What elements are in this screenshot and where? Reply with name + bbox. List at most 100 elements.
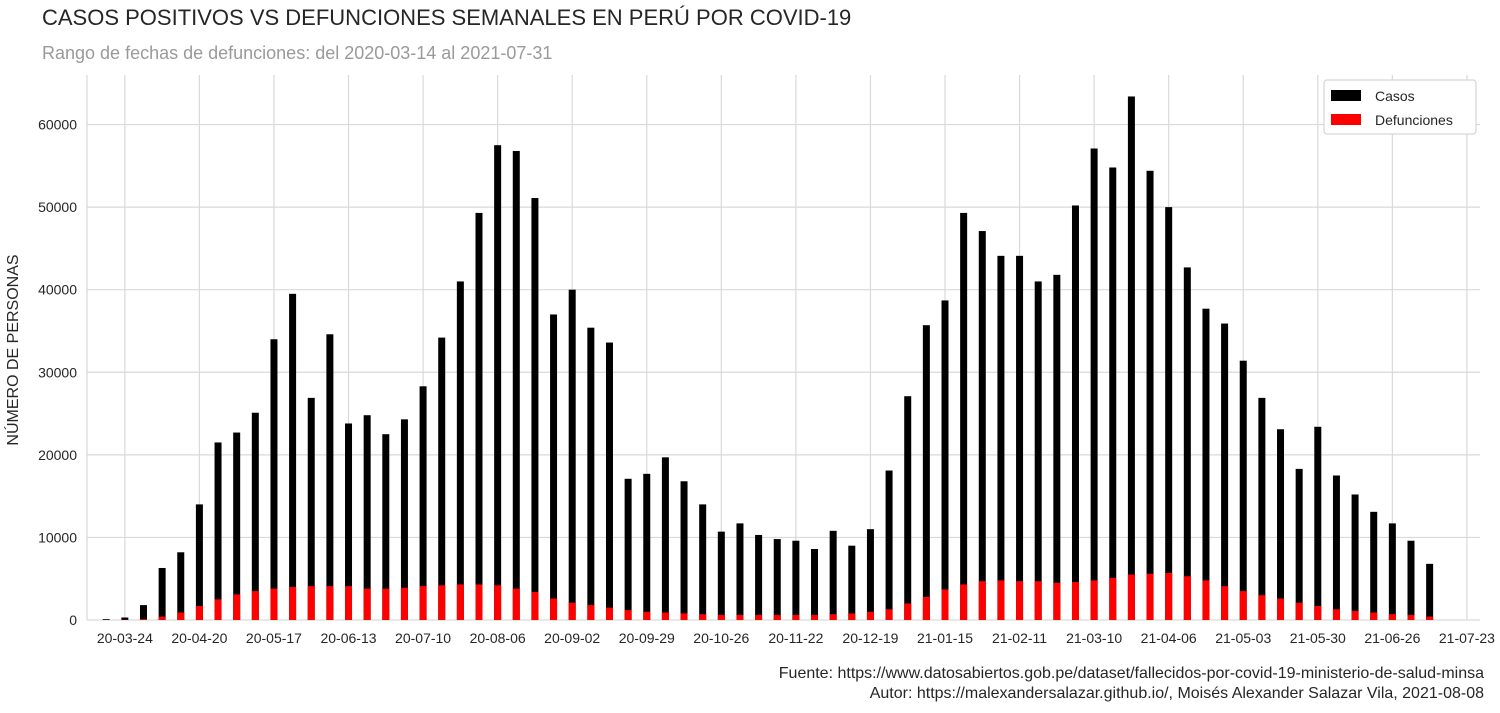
bar-defunciones — [550, 598, 558, 620]
bar-casos — [1071, 205, 1079, 620]
bar-defunciones — [978, 581, 986, 620]
bar-casos — [289, 293, 297, 620]
bar-defunciones — [755, 615, 763, 620]
y-tick-label: 40000 — [38, 282, 77, 298]
bar-defunciones — [382, 588, 390, 620]
y-tick-label: 60000 — [38, 117, 77, 133]
bar-casos — [400, 419, 408, 620]
bar-casos — [158, 567, 166, 620]
bar-casos — [1426, 563, 1434, 620]
x-tick-label: 20-05-17 — [246, 630, 302, 646]
bar-casos — [829, 530, 837, 620]
bar-defunciones — [475, 584, 483, 620]
x-tick-label: 20-04-20 — [171, 630, 227, 646]
bar-defunciones — [345, 586, 353, 620]
legend-label-casos: Casos — [1375, 88, 1415, 104]
bar-casos — [960, 212, 968, 620]
bar-defunciones — [997, 580, 1005, 620]
bar-casos — [587, 327, 595, 620]
bar-defunciones — [680, 613, 688, 620]
bar-defunciones — [568, 602, 576, 620]
bar-casos — [1034, 281, 1042, 620]
bar-defunciones — [605, 607, 613, 620]
bar-casos — [1314, 426, 1322, 620]
x-tick-label: 20-12-19 — [842, 630, 898, 646]
bar-casos — [866, 529, 874, 620]
bar-defunciones — [811, 615, 819, 620]
legend: Casos Defunciones — [1323, 79, 1477, 135]
bar-defunciones — [1314, 605, 1322, 620]
bar-defunciones — [1146, 573, 1154, 620]
bar-casos — [624, 478, 632, 620]
footer-source: Fuente: https://www.datosabiertos.gob.pe… — [778, 665, 1484, 682]
bar-defunciones — [717, 615, 725, 620]
bar-casos — [1127, 96, 1135, 620]
bar-defunciones — [251, 591, 259, 620]
bar-casos — [904, 396, 912, 620]
bar-casos — [643, 473, 651, 620]
bar-defunciones — [177, 612, 185, 620]
bar-defunciones — [866, 611, 874, 620]
x-tick-label: 20-08-06 — [470, 630, 526, 646]
bar-defunciones — [139, 619, 147, 620]
bar-defunciones — [307, 586, 315, 620]
bar-casos — [1221, 323, 1229, 620]
bar-casos — [456, 281, 464, 620]
chart-title: CASOS POSITIVOS VS DEFUNCIONES SEMANALES… — [42, 5, 852, 30]
bar-defunciones — [1165, 572, 1173, 620]
bar-defunciones — [587, 605, 595, 620]
legend-swatch-defunciones — [1331, 114, 1361, 125]
bar-casos — [997, 255, 1005, 620]
x-tick-label: 21-05-03 — [1215, 630, 1271, 646]
bar-defunciones — [438, 585, 446, 620]
bar-defunciones — [1388, 614, 1396, 620]
bar-defunciones — [512, 588, 520, 620]
bar-defunciones — [400, 587, 408, 620]
bar-defunciones — [904, 603, 912, 620]
bar-defunciones — [922, 596, 930, 620]
bar-casos — [941, 300, 949, 620]
bar-casos — [1388, 523, 1396, 620]
chart-subtitle: Rango de fechas de defunciones: del 2020… — [42, 43, 553, 63]
bar-casos — [251, 412, 259, 620]
bar-casos — [1053, 274, 1061, 620]
legend-box — [1323, 79, 1477, 135]
bar-casos — [1165, 207, 1173, 620]
bar-casos — [307, 397, 315, 620]
bar-defunciones — [1071, 582, 1079, 620]
bar-defunciones — [270, 588, 278, 620]
bar-defunciones — [1295, 602, 1303, 620]
bar-casos — [1407, 540, 1415, 620]
bar-defunciones — [736, 615, 744, 620]
bar-casos — [326, 334, 334, 620]
bar-casos — [438, 337, 446, 620]
bar-defunciones — [829, 614, 837, 620]
bar-casos — [922, 325, 930, 620]
bar-casos — [680, 481, 688, 620]
bar-defunciones — [419, 586, 427, 620]
x-tick-label: 21-02-11 — [992, 630, 1047, 646]
bars-group — [102, 96, 1434, 620]
bar-defunciones — [960, 584, 968, 620]
x-tick-label: 20-06-13 — [320, 630, 376, 646]
x-tick-label: 20-09-29 — [619, 630, 675, 646]
bar-defunciones — [326, 586, 334, 620]
bar-defunciones — [233, 594, 241, 620]
bar-casos — [699, 504, 707, 620]
bar-casos — [848, 545, 856, 620]
bar-casos — [792, 540, 800, 620]
bar-defunciones — [158, 616, 166, 620]
bar-casos — [717, 531, 725, 620]
bar-casos — [382, 434, 390, 620]
bar-defunciones — [773, 615, 781, 620]
bar-casos — [1351, 494, 1359, 620]
bar-casos — [755, 534, 763, 620]
x-tick-label: 21-03-10 — [1066, 630, 1122, 646]
x-tick-label: 21-01-15 — [917, 630, 973, 646]
bar-defunciones — [1034, 581, 1042, 620]
bar-defunciones — [1202, 580, 1210, 620]
bar-casos — [345, 423, 353, 620]
legend-label-defunciones: Defunciones — [1375, 112, 1453, 128]
bar-defunciones — [1053, 582, 1061, 620]
bar-casos — [1332, 475, 1340, 620]
